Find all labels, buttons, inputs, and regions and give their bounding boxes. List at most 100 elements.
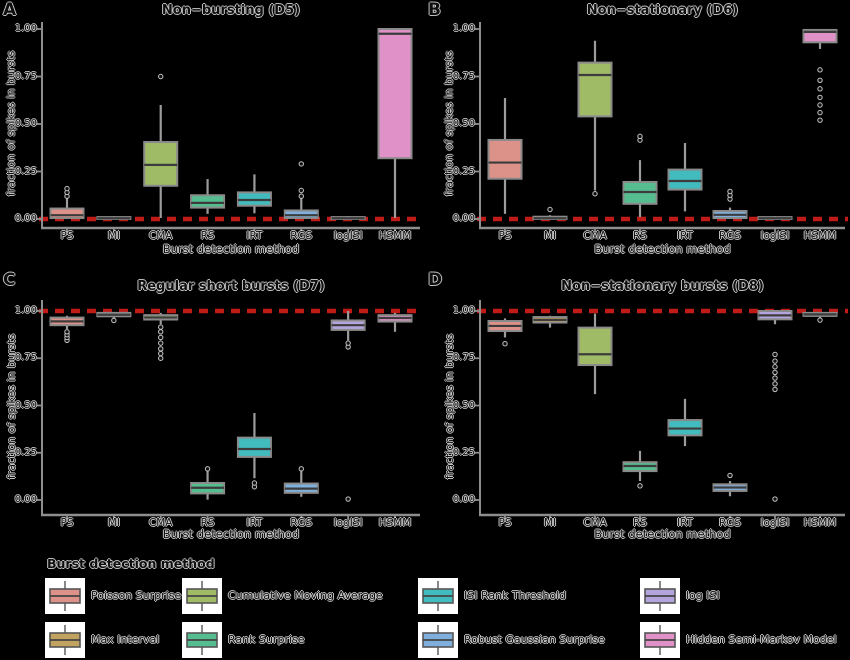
y-tick-label: 1.00 bbox=[452, 23, 475, 34]
y-tick-label: 0.00 bbox=[14, 213, 37, 224]
legend-key-boxplot-icon bbox=[45, 578, 85, 614]
x-tick-label-HSMM: HSMM bbox=[803, 230, 837, 242]
outlier-point-CMA bbox=[158, 324, 164, 330]
outlier-point-IRT bbox=[251, 480, 258, 486]
box-IRT bbox=[667, 168, 703, 191]
y-tick-label: 0.25 bbox=[452, 165, 475, 177]
outlier-point-HSMM bbox=[817, 77, 823, 84]
outlier-point-CMA bbox=[158, 73, 164, 80]
legend-key-boxplot-icon bbox=[418, 622, 458, 658]
x-tick-label-RS: RS bbox=[200, 517, 215, 529]
outlier-point-RGS bbox=[298, 466, 304, 472]
outlier-point-CMA bbox=[592, 191, 598, 197]
x-axis-label-c: Burst detection method bbox=[162, 527, 300, 541]
x-tick-label-MI: MI bbox=[107, 230, 120, 242]
outlier-point-CMA bbox=[158, 334, 164, 341]
x-tick-label-RGS: RGS bbox=[718, 230, 742, 242]
legend-label: Max Interval bbox=[91, 633, 160, 646]
outlier-point-RGS bbox=[727, 188, 733, 195]
outlier-point-CMA bbox=[158, 350, 164, 357]
legend-key-boxplot-icon bbox=[640, 622, 680, 658]
x-tick-label-MI: MI bbox=[543, 517, 557, 529]
outlier-point-HSMM bbox=[817, 67, 823, 73]
outlier-point-HSMM bbox=[817, 102, 823, 108]
legend-label: ISI Rank Threshold bbox=[464, 589, 567, 602]
y-tick-label: 1.00 bbox=[452, 305, 475, 316]
outlier-point-logISI bbox=[345, 496, 351, 502]
outlier-point-HSMM bbox=[817, 94, 823, 101]
x-tick-label-IRT: IRT bbox=[676, 517, 694, 529]
outlier-point-PS bbox=[64, 185, 70, 192]
plot-area-a bbox=[37, 22, 423, 232]
legend: Burst detection method Poisson Surprise M… bbox=[0, 552, 850, 660]
outlier-point-logISI bbox=[772, 381, 778, 387]
legend-label: Rank Surprise bbox=[228, 633, 305, 646]
outlier-point-HSMM bbox=[817, 86, 823, 92]
plot-area-b bbox=[475, 22, 848, 232]
x-tick-label-IRT: IRT bbox=[676, 230, 694, 242]
outlier-point-PS bbox=[502, 340, 508, 347]
legend-key-boxplot-icon bbox=[418, 578, 458, 614]
y-tick-label: 0.75 bbox=[14, 70, 37, 82]
x-tick-label-RS: RS bbox=[633, 517, 647, 529]
outlier-point-logISI bbox=[772, 351, 778, 358]
y-tick-label: 0.25 bbox=[452, 446, 475, 458]
x-tick-label-HSMM: HSMM bbox=[803, 517, 837, 529]
outlier-point-MI bbox=[547, 206, 553, 213]
x-tick-label-logISI: logISI bbox=[333, 230, 363, 242]
panel-title-a: Non−bursting (D5) bbox=[161, 3, 301, 18]
plot-area-d bbox=[475, 300, 848, 519]
panel-d: D Non−stationary bursts (D8) fraction of… bbox=[425, 270, 850, 541]
y-tick-label: 0.75 bbox=[14, 352, 37, 364]
outlier-point-MI bbox=[111, 317, 117, 324]
panel-c: C Regular short bursts (D7) fraction of … bbox=[0, 270, 425, 541]
y-tick-label: 0.25 bbox=[14, 446, 37, 458]
legend-title: Burst detection method bbox=[47, 556, 215, 571]
legend-label: Hidden Semi-Markov Model bbox=[686, 633, 837, 646]
y-tick-label: 1.00 bbox=[14, 23, 37, 34]
outlier-point-HSMM bbox=[817, 317, 823, 323]
panel-b: B Non−stationary (D6) fraction of spikes… bbox=[425, 0, 850, 270]
outlier-point-logISI bbox=[772, 358, 778, 364]
y-tick-label: 0.50 bbox=[452, 399, 475, 411]
x-tick-label-CMA: CMA bbox=[148, 230, 173, 242]
outlier-point-RS bbox=[637, 483, 643, 489]
box-CMA bbox=[577, 61, 613, 118]
outlier-point-logISI bbox=[772, 364, 778, 370]
outlier-point-RGS bbox=[298, 161, 304, 167]
x-axis-label-d: Burst detection method bbox=[594, 527, 731, 541]
x-tick-label-IRT: IRT bbox=[246, 230, 263, 242]
outlier-point-HSMM bbox=[817, 117, 823, 123]
x-tick-label-MI: MI bbox=[543, 230, 557, 242]
x-tick-label-RGS: RGS bbox=[290, 517, 313, 529]
y-tick-label: 1.00 bbox=[14, 305, 37, 316]
panel-label-c: C bbox=[3, 270, 16, 290]
x-tick-label-MI: MI bbox=[107, 517, 120, 529]
x-tick-label-CMA: CMA bbox=[583, 517, 607, 529]
outlier-point-CMA bbox=[158, 346, 164, 352]
legend-key-boxplot-icon bbox=[182, 622, 222, 658]
outlier-point-CMA bbox=[158, 355, 164, 361]
legend-key-boxplot-icon bbox=[640, 578, 680, 614]
panel-title-d: Non−stationary bursts (D8) bbox=[561, 279, 764, 294]
panel-title-c: Regular short bursts (D7) bbox=[137, 279, 325, 294]
x-tick-label-CMA: CMA bbox=[583, 230, 607, 242]
legend-label: Cumulative Moving Average bbox=[228, 589, 383, 602]
outlier-point-PS bbox=[64, 329, 70, 335]
outlier-point-RS bbox=[204, 466, 211, 472]
box-PS bbox=[49, 207, 85, 220]
x-tick-label-RS: RS bbox=[633, 230, 647, 242]
y-tick-label: 0.50 bbox=[452, 118, 475, 129]
x-tick-label-PS: PS bbox=[60, 517, 74, 529]
panel-label-a: A bbox=[3, 0, 17, 20]
x-tick-label-IRT: IRT bbox=[246, 517, 263, 529]
x-tick-label-PS: PS bbox=[498, 230, 512, 242]
outlier-point-logISI bbox=[772, 496, 778, 502]
x-tick-label-logISI: logISI bbox=[333, 517, 363, 529]
outlier-point-CMA bbox=[158, 329, 164, 335]
y-tick-label: 0.75 bbox=[452, 352, 475, 364]
outlier-point-logISI bbox=[345, 340, 351, 346]
x-tick-label-logISI: logISI bbox=[760, 230, 790, 242]
outlier-point-RGS bbox=[298, 187, 304, 194]
